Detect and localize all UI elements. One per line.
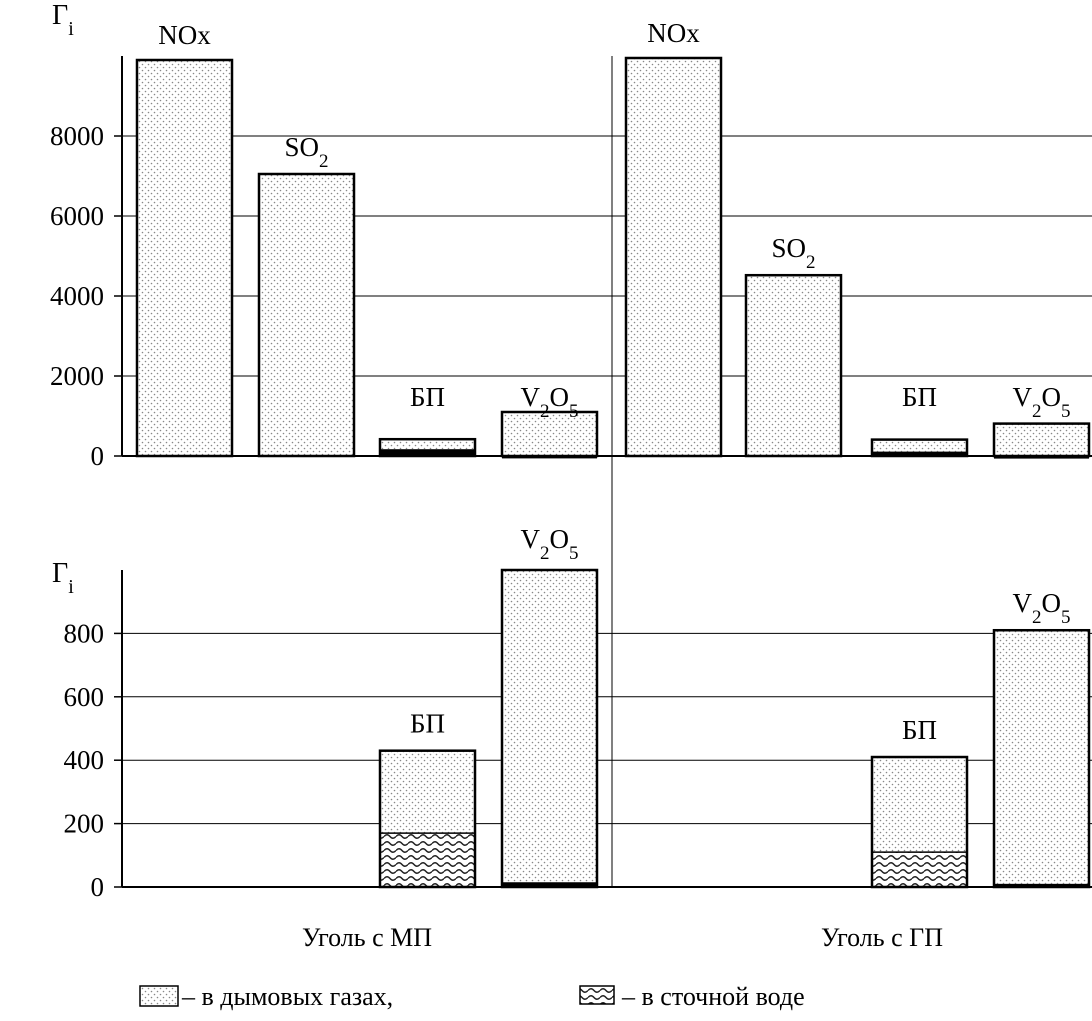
legend-water-swatch xyxy=(579,985,615,1005)
bottom-y-ticks: 0 200 400 600 800 xyxy=(64,618,122,902)
bottom-bar-water-V2O5-0 xyxy=(502,882,597,887)
top-y-tick-label: 4000 xyxy=(50,281,104,311)
bottom-bar-water-V2O5-1 xyxy=(994,883,1089,887)
bottom-bar-outline-БП-1 xyxy=(870,755,969,889)
top-bar-water-БП-0 xyxy=(380,449,475,456)
legend: – в дымовых газах, – в сточной воде xyxy=(139,982,805,1011)
bottom-bar-outline-БП-0 xyxy=(378,749,477,889)
bottom-bar-outline-V2O5-1 xyxy=(992,628,1091,889)
bottom-bar-water-БП-0 xyxy=(380,833,475,887)
top-y-tick-label: 2000 xyxy=(50,361,104,391)
top-bar-gas-SO2-0 xyxy=(259,174,354,456)
top-bar-label-NOx-0: NOx xyxy=(158,20,211,50)
top-bars: NOx SO2 БП V2O5 NOx SO2 БП V2O5 xyxy=(135,18,1091,459)
top-bar-outline-SO2-0 xyxy=(257,172,356,458)
x-category-gp: Уголь с ГП xyxy=(821,923,943,952)
bottom-bar-label-БП-1: БП xyxy=(902,715,937,745)
top-y-tick-label: 8000 xyxy=(50,121,104,151)
bottom-panel: 0 200 400 600 800 Гi БП V2O5 БП V2O5 xyxy=(52,524,1092,902)
bottom-bar-gas-V2O5-1 xyxy=(994,630,1089,884)
top-y-label-sub: i xyxy=(68,18,74,40)
top-bar-label-NOx-1: NOx xyxy=(647,18,700,48)
top-panel: 0 2000 4000 6000 8000 Гi NOx SO2 БП V2O5 NOx SO2 Б… xyxy=(50,0,1092,471)
bottom-bar-label-V2O5-0: V2O5 xyxy=(521,524,579,564)
bottom-bar-outline-V2O5-0 xyxy=(500,568,599,889)
top-y-ticks: 0 2000 4000 6000 8000 xyxy=(50,121,122,471)
top-bar-gas-V2O5-0 xyxy=(502,412,597,456)
top-bar-gas-БП-0 xyxy=(380,439,475,450)
top-bar-outline-NOx-0 xyxy=(135,58,234,458)
top-y-label: Гi xyxy=(52,0,74,40)
bottom-bar-gas-БП-1 xyxy=(872,757,967,853)
bottom-y-tick-label: 400 xyxy=(64,745,105,775)
top-bar-label-БП-1: БП xyxy=(902,382,937,412)
top-bar-gas-NOx-0 xyxy=(137,60,232,456)
top-bar-label-SO2-1: SO2 xyxy=(771,233,815,273)
bottom-bar-label-V2O5-1: V2O5 xyxy=(1013,588,1071,628)
top-bar-outline-NOx-1 xyxy=(624,56,723,458)
top-bar-gas-SO2-1 xyxy=(746,275,841,456)
legend-water-label: – в сточной воде xyxy=(621,982,805,1011)
x-category-mp: Уголь с МП xyxy=(302,923,432,952)
top-bar-outline-V2O5-1 xyxy=(992,422,1091,458)
bottom-bar-gas-V2O5-0 xyxy=(502,570,597,883)
bottom-y-tick-label: 600 xyxy=(64,682,105,712)
top-bar-gas-NOx-1 xyxy=(626,58,721,456)
bottom-bars: БП V2O5 БП V2O5 xyxy=(378,524,1091,889)
bottom-bar-label-БП-0: БП xyxy=(410,709,445,739)
bottom-y-tick-label: 800 xyxy=(64,618,105,648)
top-bar-outline-БП-1 xyxy=(870,438,969,458)
top-bar-gas-V2O5-1 xyxy=(994,423,1089,456)
top-bar-gas-БП-1 xyxy=(872,439,967,452)
bottom-bar-water-БП-1 xyxy=(872,852,967,887)
top-y-tick-label: 6000 xyxy=(50,201,104,231)
top-bar-label-БП-0: БП xyxy=(410,382,445,412)
top-bar-water-БП-1 xyxy=(872,451,967,456)
top-bar-outline-V2O5-0 xyxy=(500,410,599,458)
bottom-bar-gas-БП-0 xyxy=(380,750,475,834)
bottom-y-label-sub: i xyxy=(68,576,74,598)
top-bar-label-V2O5-0: V2O5 xyxy=(521,382,579,422)
bottom-y-tick-label: 0 xyxy=(91,872,105,902)
legend-gas-swatch xyxy=(139,985,179,1007)
top-bar-label-V2O5-1: V2O5 xyxy=(1013,382,1071,422)
legend-gas-label: – в дымовых газах, xyxy=(181,982,393,1011)
top-bar-outline-SO2-1 xyxy=(744,273,843,458)
top-bar-label-SO2-0: SO2 xyxy=(284,132,328,172)
bottom-y-label: Гi xyxy=(52,558,74,598)
bottom-y-tick-label: 200 xyxy=(64,809,105,839)
top-y-tick-label: 0 xyxy=(91,441,105,471)
top-bar-outline-БП-0 xyxy=(378,437,477,458)
